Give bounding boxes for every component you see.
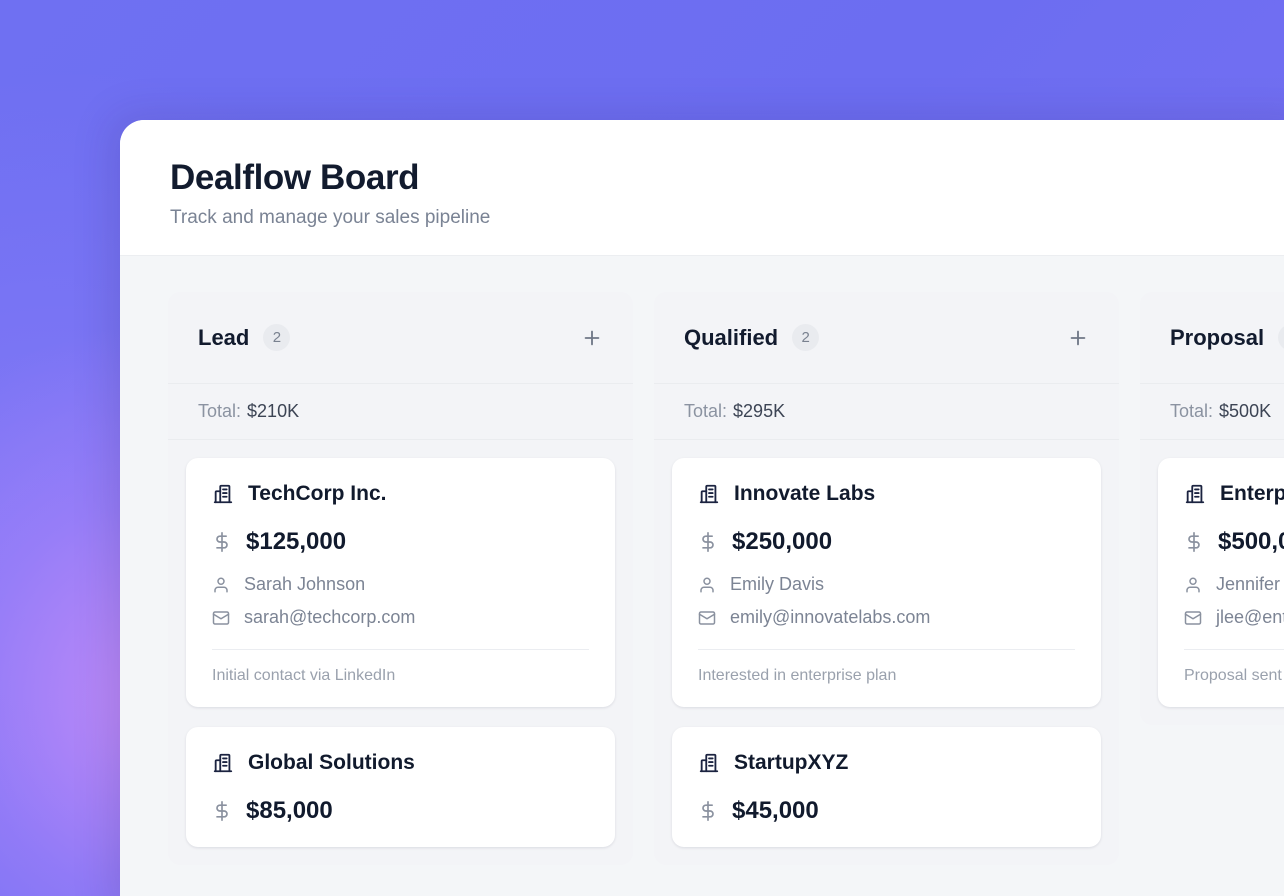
add-deal-button[interactable]: [1063, 323, 1093, 353]
column-total-label: Total:: [198, 401, 242, 422]
deal-company-name: TechCorp Inc.: [248, 482, 387, 506]
page-title: Dealflow Board: [170, 158, 420, 197]
user-icon: [698, 576, 716, 594]
deal-company-name: StartupXYZ: [734, 751, 849, 775]
column-header: Qualified 2: [654, 292, 1119, 385]
card-divider: [698, 649, 1075, 651]
column-total-label: Total:: [684, 401, 728, 422]
deal-email-address: jlee@enterprise.com: [1216, 607, 1284, 628]
deal-contact-name: Jennifer Lee: [1216, 574, 1284, 595]
deal-company-name: Innovate Labs: [734, 482, 876, 506]
column-card-list: TechCorp Inc. $125,000 Sarah Johnson sarah@…: [168, 440, 633, 865]
deal-contact-name: Sarah Johnson: [244, 574, 366, 595]
column-total: Total: $500K: [1140, 384, 1284, 441]
deal-card[interactable]: TechCorp Inc. $125,000 Sarah Johnson sarah@…: [186, 458, 615, 708]
user-icon: [1184, 576, 1202, 594]
deal-amount-row: $85,000: [212, 797, 589, 825]
column-count-badge: 1: [1278, 324, 1284, 352]
card-divider: [212, 649, 589, 651]
deal-amount-row: $500,000: [1184, 528, 1284, 556]
column-count-badge: 2: [263, 324, 291, 352]
column-title: Proposal: [1170, 324, 1265, 350]
building-icon: [212, 483, 234, 505]
deal-card[interactable]: Innovate Labs $250,000 Emily Davis emily@in…: [672, 458, 1101, 708]
deal-contact-row: Emily Davis: [698, 574, 1075, 595]
deal-contact-row: Sarah Johnson: [212, 574, 589, 595]
deal-company-row: Enterprise Co: [1184, 482, 1284, 506]
column-total: Total: $295K: [654, 384, 1119, 441]
deal-company-row: StartupXYZ: [698, 751, 1075, 775]
building-icon: [698, 752, 720, 774]
deal-company-row: Global Solutions: [212, 751, 589, 775]
user-icon: [212, 576, 230, 594]
deal-email-row[interactable]: jlee@enterprise.com: [1184, 607, 1284, 628]
board-column: Qualified 2 Total: $295K Innovate Labs $250,0…: [654, 292, 1119, 866]
deal-email-address: sarah@techcorp.com: [244, 607, 416, 628]
building-icon: [212, 752, 234, 774]
deal-card[interactable]: StartupXYZ $45,000: [672, 727, 1101, 848]
column-title: Lead: [198, 324, 250, 350]
column-header: Proposal 1: [1140, 292, 1284, 385]
deal-email-row[interactable]: sarah@techcorp.com: [212, 607, 589, 628]
deal-card[interactable]: Global Solutions $85,000: [186, 727, 615, 848]
deal-note: Interested in enterprise plan: [698, 667, 897, 685]
add-deal-button[interactable]: [577, 323, 607, 353]
mail-icon: [212, 609, 230, 627]
deal-amount-row: $250,000: [698, 528, 1075, 556]
deal-note: Initial contact via LinkedIn: [212, 667, 396, 685]
dollar-sign-icon: [212, 532, 232, 553]
mail-icon: [1184, 609, 1202, 627]
card-divider: [1184, 649, 1284, 651]
page-header: Dealflow Board Track and manage your sal…: [120, 120, 1284, 257]
deal-amount-row: $125,000: [212, 528, 589, 556]
app-window: Dealflow Board Track and manage your sal…: [120, 120, 1284, 896]
deal-card[interactable]: Enterprise Co $500,000 Jennifer Lee jlee@en…: [1158, 458, 1284, 708]
column-title: Qualified: [684, 324, 779, 350]
board-column: Lead 2 Total: $210K TechCorp Inc. $125,000 Sar…: [168, 292, 633, 866]
column-total: Total: $210K: [168, 384, 633, 441]
deal-note: Proposal sent last week: [1184, 667, 1284, 685]
building-icon: [698, 483, 720, 505]
dollar-sign-icon: [698, 532, 718, 553]
deal-amount-value: $500,000: [1218, 528, 1284, 556]
column-card-list: Innovate Labs $250,000 Emily Davis emily@in…: [654, 440, 1119, 865]
deal-email-row[interactable]: emily@innovatelabs.com: [698, 607, 1075, 628]
page-subtitle: Track and manage your sales pipeline: [170, 207, 491, 229]
column-header: Lead 2: [168, 292, 633, 385]
dollar-sign-icon: [212, 801, 232, 822]
building-icon: [1184, 483, 1206, 505]
kanban-board: Lead 2 Total: $210K TechCorp Inc. $125,000 Sar…: [120, 256, 1284, 896]
board-column: Proposal 1 Total:$500K Enterprise Co $500,00…: [1140, 292, 1284, 726]
deal-email-address: emily@innovatelabs.com: [730, 607, 931, 628]
deal-company-name: Global Solutions: [248, 751, 415, 775]
deal-company-row: Innovate Labs: [698, 482, 1075, 506]
deal-contact-name: Emily Davis: [730, 574, 825, 595]
column-card-list: Enterprise Co $500,000 Jennifer Lee jlee@en…: [1140, 440, 1284, 725]
deal-amount-value: $45,000: [732, 797, 819, 825]
deal-company-name: Enterprise Co: [1220, 482, 1284, 506]
deal-amount-value: $85,000: [246, 797, 333, 825]
column-total-value: $295K: [733, 401, 786, 422]
deal-amount-value: $125,000: [246, 528, 347, 556]
dollar-sign-icon: [698, 801, 718, 822]
dollar-sign-icon: [1184, 532, 1204, 553]
column-total-value: $500K: [1219, 401, 1272, 422]
column-total-value: $210K: [247, 401, 300, 422]
column-count-badge: 2: [792, 324, 820, 352]
deal-amount-row: $45,000: [698, 797, 1075, 825]
column-total-label: Total:: [1170, 401, 1214, 422]
deal-contact-row: Jennifer Lee: [1184, 574, 1284, 595]
deal-amount-value: $250,000: [732, 528, 833, 556]
mail-icon: [698, 609, 716, 627]
deal-company-row: TechCorp Inc.: [212, 482, 589, 506]
